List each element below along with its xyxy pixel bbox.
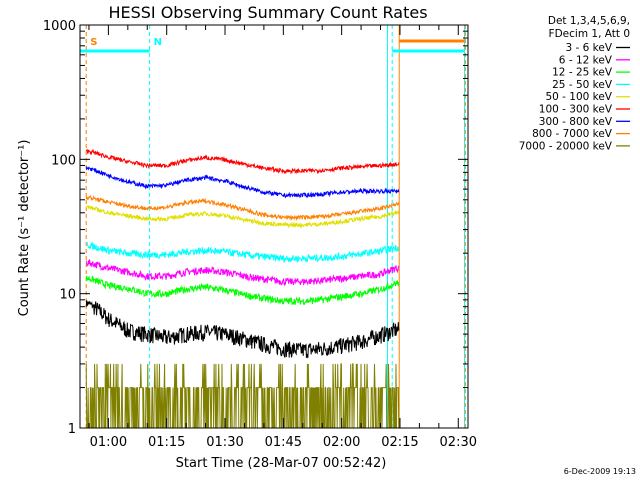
- legend-header-line-2: FDecim 1, Att 0: [549, 28, 630, 40]
- y-axis-label: Count Rate (s⁻¹ detector⁻¹): [17, 140, 32, 317]
- y-tick-label-0: 1: [68, 422, 76, 437]
- marker-n: N: [154, 37, 162, 48]
- legend-label-5: 100 - 300 keV: [539, 104, 613, 116]
- legend-label-7: 800 - 7000 keV: [532, 128, 613, 140]
- legend-label-2: 12 - 25 keV: [552, 67, 613, 79]
- x-tick-label-6: 02:30: [440, 435, 477, 450]
- x-tick-label-0: 01:00: [90, 435, 127, 450]
- legend-label-8: 7000 - 20000 keV: [519, 140, 613, 152]
- series-line-6: [85, 166, 400, 199]
- x-tick-label-3: 01:45: [265, 435, 302, 450]
- marker-s: S: [90, 37, 97, 48]
- legend-label-3: 25 - 50 keV: [552, 79, 613, 91]
- legend-label-1: 6 - 12 keV: [559, 54, 613, 66]
- series-line-1: [85, 259, 400, 287]
- series-line-2: [85, 275, 400, 306]
- series-line-0: [85, 300, 400, 359]
- x-tick-label-4: 02:00: [323, 435, 360, 450]
- legend: Det 1,3,4,5,6,9, FDecim 1, Att 0 3 - 6 k…: [519, 15, 630, 152]
- series-line-7: [85, 194, 400, 222]
- footer-timestamp: 6-Dec-2009 19:13: [564, 467, 636, 476]
- legend-label-4: 50 - 100 keV: [545, 91, 612, 103]
- y-tick-label-2: 100: [51, 153, 76, 168]
- x-tick-label-5: 02:15: [381, 435, 418, 450]
- x-tick-label-2: 01:30: [206, 435, 243, 450]
- series-line-8: [85, 363, 400, 429]
- y-tick-label-3: 1000: [43, 19, 76, 34]
- series-line-4: [85, 204, 400, 229]
- chart-title: HESSI Observing Summary Count Rates: [108, 3, 427, 22]
- series-line-3: [85, 241, 400, 264]
- legend-label-0: 3 - 6 keV: [565, 42, 612, 54]
- legend-header-line-1: Det 1,3,4,5,6,9,: [548, 15, 630, 27]
- x-tick-label-1: 01:15: [148, 435, 185, 450]
- plot-frame: [79, 24, 469, 429]
- series-line-5: [85, 148, 400, 175]
- y-tick-label-1: 10: [59, 288, 76, 303]
- x-axis-label: Start Time (28-Mar-07 00:52:42): [176, 456, 387, 471]
- legend-label-6: 300 - 800 keV: [539, 116, 613, 128]
